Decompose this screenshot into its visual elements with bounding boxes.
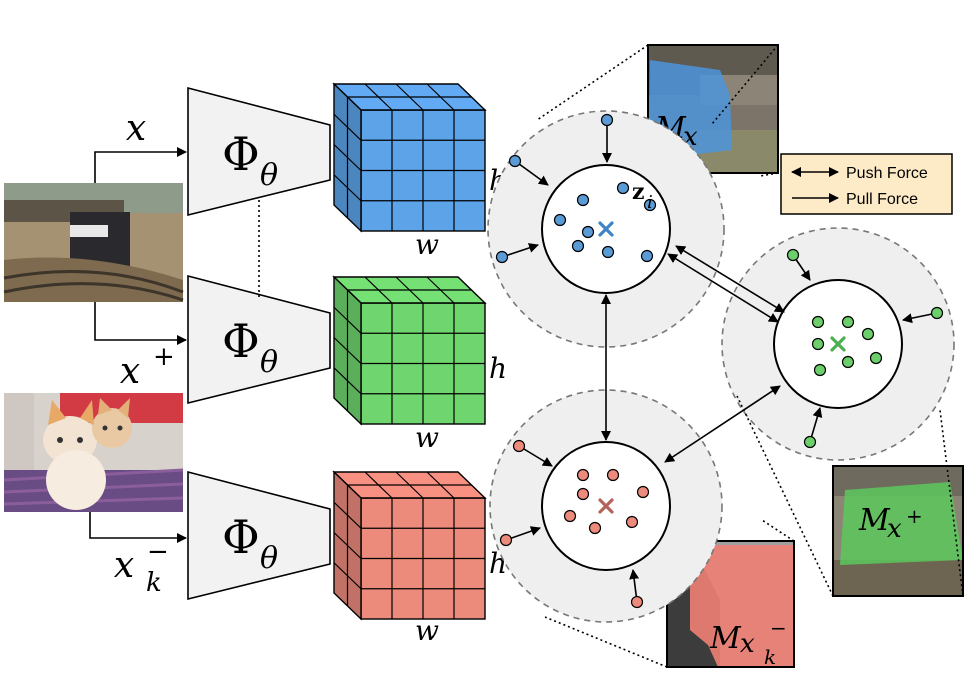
anchor-cluster-point-1	[576, 193, 590, 207]
anchor-cluster	[487, 110, 725, 348]
anchor-cluster-point-3	[643, 198, 657, 212]
feature-map-negative	[332, 470, 487, 621]
negative-input-label: x − k	[114, 537, 169, 598]
anchor-cluster-point-7	[581, 225, 595, 239]
positive-cluster-point-2	[861, 327, 875, 341]
h-label-middle: h	[489, 352, 507, 385]
negative-cluster-outer-point-0	[512, 439, 526, 453]
anchor-cluster-outer-point-0	[508, 154, 522, 168]
embedding-clusters	[487, 110, 955, 623]
positive-mask-label: M x +	[858, 503, 923, 544]
anchor-cluster-outer-point-1	[495, 250, 509, 264]
encoder-middle: Φ θ	[187, 274, 331, 405]
svg-text:M: M	[858, 503, 891, 538]
anchor-cluster-point-2	[616, 181, 630, 195]
positive-input-label: x +	[120, 342, 175, 392]
negative-cluster-point-2	[636, 485, 650, 499]
positive-cluster-point-6	[813, 363, 827, 377]
positive-cluster-center-cross	[830, 336, 846, 352]
anchor-cluster-pull-arrow-1	[501, 243, 539, 258]
svg-text:x: x	[887, 514, 902, 544]
negative-cluster-point-3	[563, 509, 577, 523]
svg-text:k: k	[146, 568, 162, 598]
svg-text:M: M	[709, 621, 742, 656]
svg-text:k: k	[764, 645, 776, 669]
push-arrow-negative-positive	[664, 385, 781, 463]
svg-text:Φ: Φ	[222, 314, 260, 368]
positive-cluster-point-1	[841, 315, 855, 329]
svg-text:Φ: Φ	[222, 127, 260, 181]
push-arrow-anchor-positive-2	[675, 245, 785, 313]
svg-text:−: −	[770, 616, 787, 640]
negative-mask-image: M x − k	[666, 540, 795, 669]
svg-text:θ: θ	[260, 158, 278, 193]
svg-text:x: x	[120, 351, 140, 392]
push-arrows	[601, 245, 785, 463]
anchor-cluster-point-6	[640, 249, 654, 263]
negative-cluster-point-0	[576, 468, 590, 482]
svg-text:i: i	[647, 192, 653, 213]
negative-cluster-outer-point-2	[630, 595, 644, 609]
positive-mask-image: M x +	[832, 465, 964, 597]
positive-cluster-outer-point-0	[786, 248, 800, 262]
negative-cluster-point-1	[606, 468, 620, 482]
negative-cluster-point-6	[625, 515, 639, 529]
anchor-cluster-outer-point-2	[600, 113, 614, 127]
positive-cluster-outer-point-2	[803, 435, 817, 449]
feature-map-anchor	[332, 82, 487, 233]
negative-cluster	[489, 389, 723, 623]
svg-text:x: x	[114, 545, 134, 586]
negative-cluster-point-5	[588, 521, 602, 535]
w-label-top: w	[415, 228, 439, 261]
positive-cluster	[721, 227, 955, 461]
anchor-input-label: x	[126, 108, 146, 149]
negative-cluster-pull-arrow-0	[518, 445, 553, 467]
encoder-bottom: Φ θ	[187, 470, 331, 601]
push-force-label: Push Force	[846, 165, 928, 182]
positive-cluster-point-0	[811, 315, 825, 329]
feature-maps	[332, 82, 487, 621]
pull-force-label: Pull Force	[846, 191, 918, 208]
anchor-cluster-point-4	[571, 239, 585, 253]
cat-image	[3, 393, 184, 512]
anchor-cluster-point-0	[553, 213, 567, 227]
encoder-top: Φ θ	[187, 86, 331, 217]
positive-cluster-point-4	[869, 351, 883, 365]
train-image	[3, 183, 184, 302]
w-label-bottom: w	[415, 614, 439, 647]
svg-text:x: x	[740, 629, 755, 659]
zoom-connectors	[536, 44, 964, 668]
svg-text:θ: θ	[260, 345, 278, 380]
negative-cluster-center-cross	[598, 498, 614, 514]
svg-text:Φ: Φ	[222, 510, 260, 564]
anchor-mask-image: M x	[647, 44, 779, 174]
svg-text:−: −	[147, 537, 169, 567]
legend-box	[780, 153, 953, 215]
anchor-cluster-center-cross	[598, 221, 614, 237]
svg-text:z: z	[632, 179, 645, 205]
anchor-point-label: z i	[632, 179, 653, 213]
input-arrows	[89, 147, 187, 543]
positive-cluster-point-5	[841, 355, 855, 369]
positive-cluster-point-3	[811, 337, 825, 351]
negative-cluster-point-4	[576, 487, 590, 501]
positive-cluster-outer-point-1	[930, 306, 944, 320]
negative-mask-label: M x − k	[709, 616, 787, 669]
svg-text:+: +	[906, 504, 923, 528]
negative-cluster-outer-point-1	[499, 533, 513, 547]
anchor-cluster-pull-arrow-0	[514, 160, 549, 186]
force-legend: Push Force Pull Force	[780, 153, 953, 215]
anchor-cluster-point-5	[601, 245, 615, 259]
svg-text:θ: θ	[260, 541, 278, 576]
svg-text:+: +	[153, 342, 175, 372]
feature-map-positive	[332, 275, 487, 426]
w-label-middle: w	[415, 421, 439, 454]
